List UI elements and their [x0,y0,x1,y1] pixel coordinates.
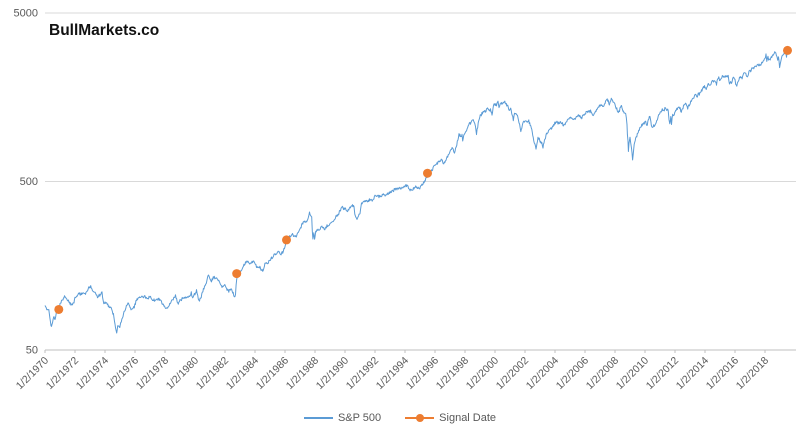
legend-label-sp500: S&P 500 [337,412,382,424]
sp500-line [44,50,789,334]
signal-date-line-swatch [405,414,435,422]
y-axis-label: 5000 [14,8,38,20]
signal-date-marker [282,235,291,245]
legend: S&P 500 Signal Date [0,412,800,424]
signal-date-marker-dot [415,414,424,422]
legend-item-signal-date: Signal Date [405,412,496,424]
legend-item-sp500: S&P 500 [303,412,382,424]
x-axis-label: 1/2/2018 [734,355,771,392]
brand-title: BullMarkets.co [49,22,160,39]
legend-label-signal-date: Signal Date [439,412,497,424]
signal-date-marker [54,304,64,314]
sp500-line-swatch [303,417,333,419]
signal-date-marker [232,269,242,279]
y-axis-label: 500 [20,176,38,188]
signal-date-marker [423,168,432,178]
signal-date-marker [783,45,792,55]
y-axis-label: 50 [26,345,38,357]
